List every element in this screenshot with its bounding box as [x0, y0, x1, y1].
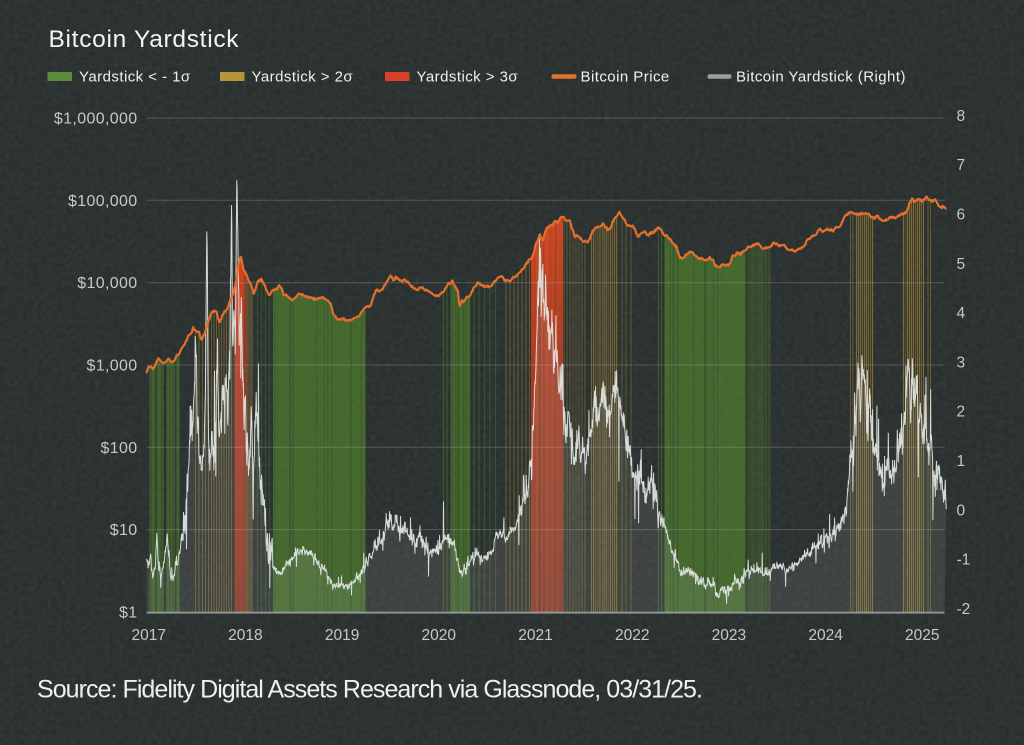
svg-text:$100,000: $100,000: [68, 193, 138, 210]
svg-text:Bitcoin Price: Bitcoin Price: [581, 69, 670, 86]
svg-text:Yardstick < - 1σ: Yardstick < - 1σ: [79, 69, 191, 86]
svg-text:0: 0: [957, 502, 966, 519]
svg-text:2019: 2019: [325, 627, 359, 644]
svg-text:Yardstick > 3σ: Yardstick > 3σ: [417, 69, 519, 86]
svg-text:7: 7: [957, 157, 966, 174]
svg-text:5: 5: [957, 256, 966, 273]
svg-text:2022: 2022: [615, 627, 649, 644]
svg-text:$10: $10: [110, 522, 138, 539]
svg-text:2024: 2024: [808, 627, 843, 644]
svg-text:-2: -2: [957, 601, 971, 618]
svg-text:2017: 2017: [131, 627, 165, 644]
svg-text:3: 3: [957, 354, 966, 371]
svg-text:Bitcoin Yardstick: Bitcoin Yardstick: [49, 26, 240, 53]
svg-text:1: 1: [957, 453, 966, 470]
svg-text:$10,000: $10,000: [77, 275, 137, 292]
svg-text:2020: 2020: [422, 627, 457, 644]
svg-text:2021: 2021: [518, 627, 552, 644]
svg-text:Yardstick > 2σ: Yardstick > 2σ: [252, 69, 354, 86]
svg-text:2023: 2023: [712, 627, 746, 644]
svg-text:-1: -1: [957, 552, 971, 569]
svg-text:$1,000,000: $1,000,000: [54, 111, 138, 128]
svg-text:Bitcoin Yardstick (Right): Bitcoin Yardstick (Right): [736, 69, 906, 86]
svg-text:$100: $100: [101, 440, 138, 457]
svg-text:Source: Fidelity Digital Asset: Source: Fidelity Digital Assets Research…: [37, 676, 702, 704]
svg-text:8: 8: [957, 108, 966, 125]
svg-text:4: 4: [957, 305, 966, 322]
svg-text:2018: 2018: [228, 627, 262, 644]
svg-text:$1: $1: [119, 605, 138, 622]
svg-text:6: 6: [957, 206, 966, 223]
svg-text:2025: 2025: [905, 627, 939, 644]
svg-text:2: 2: [957, 404, 966, 421]
svg-text:$1,000: $1,000: [86, 358, 137, 375]
